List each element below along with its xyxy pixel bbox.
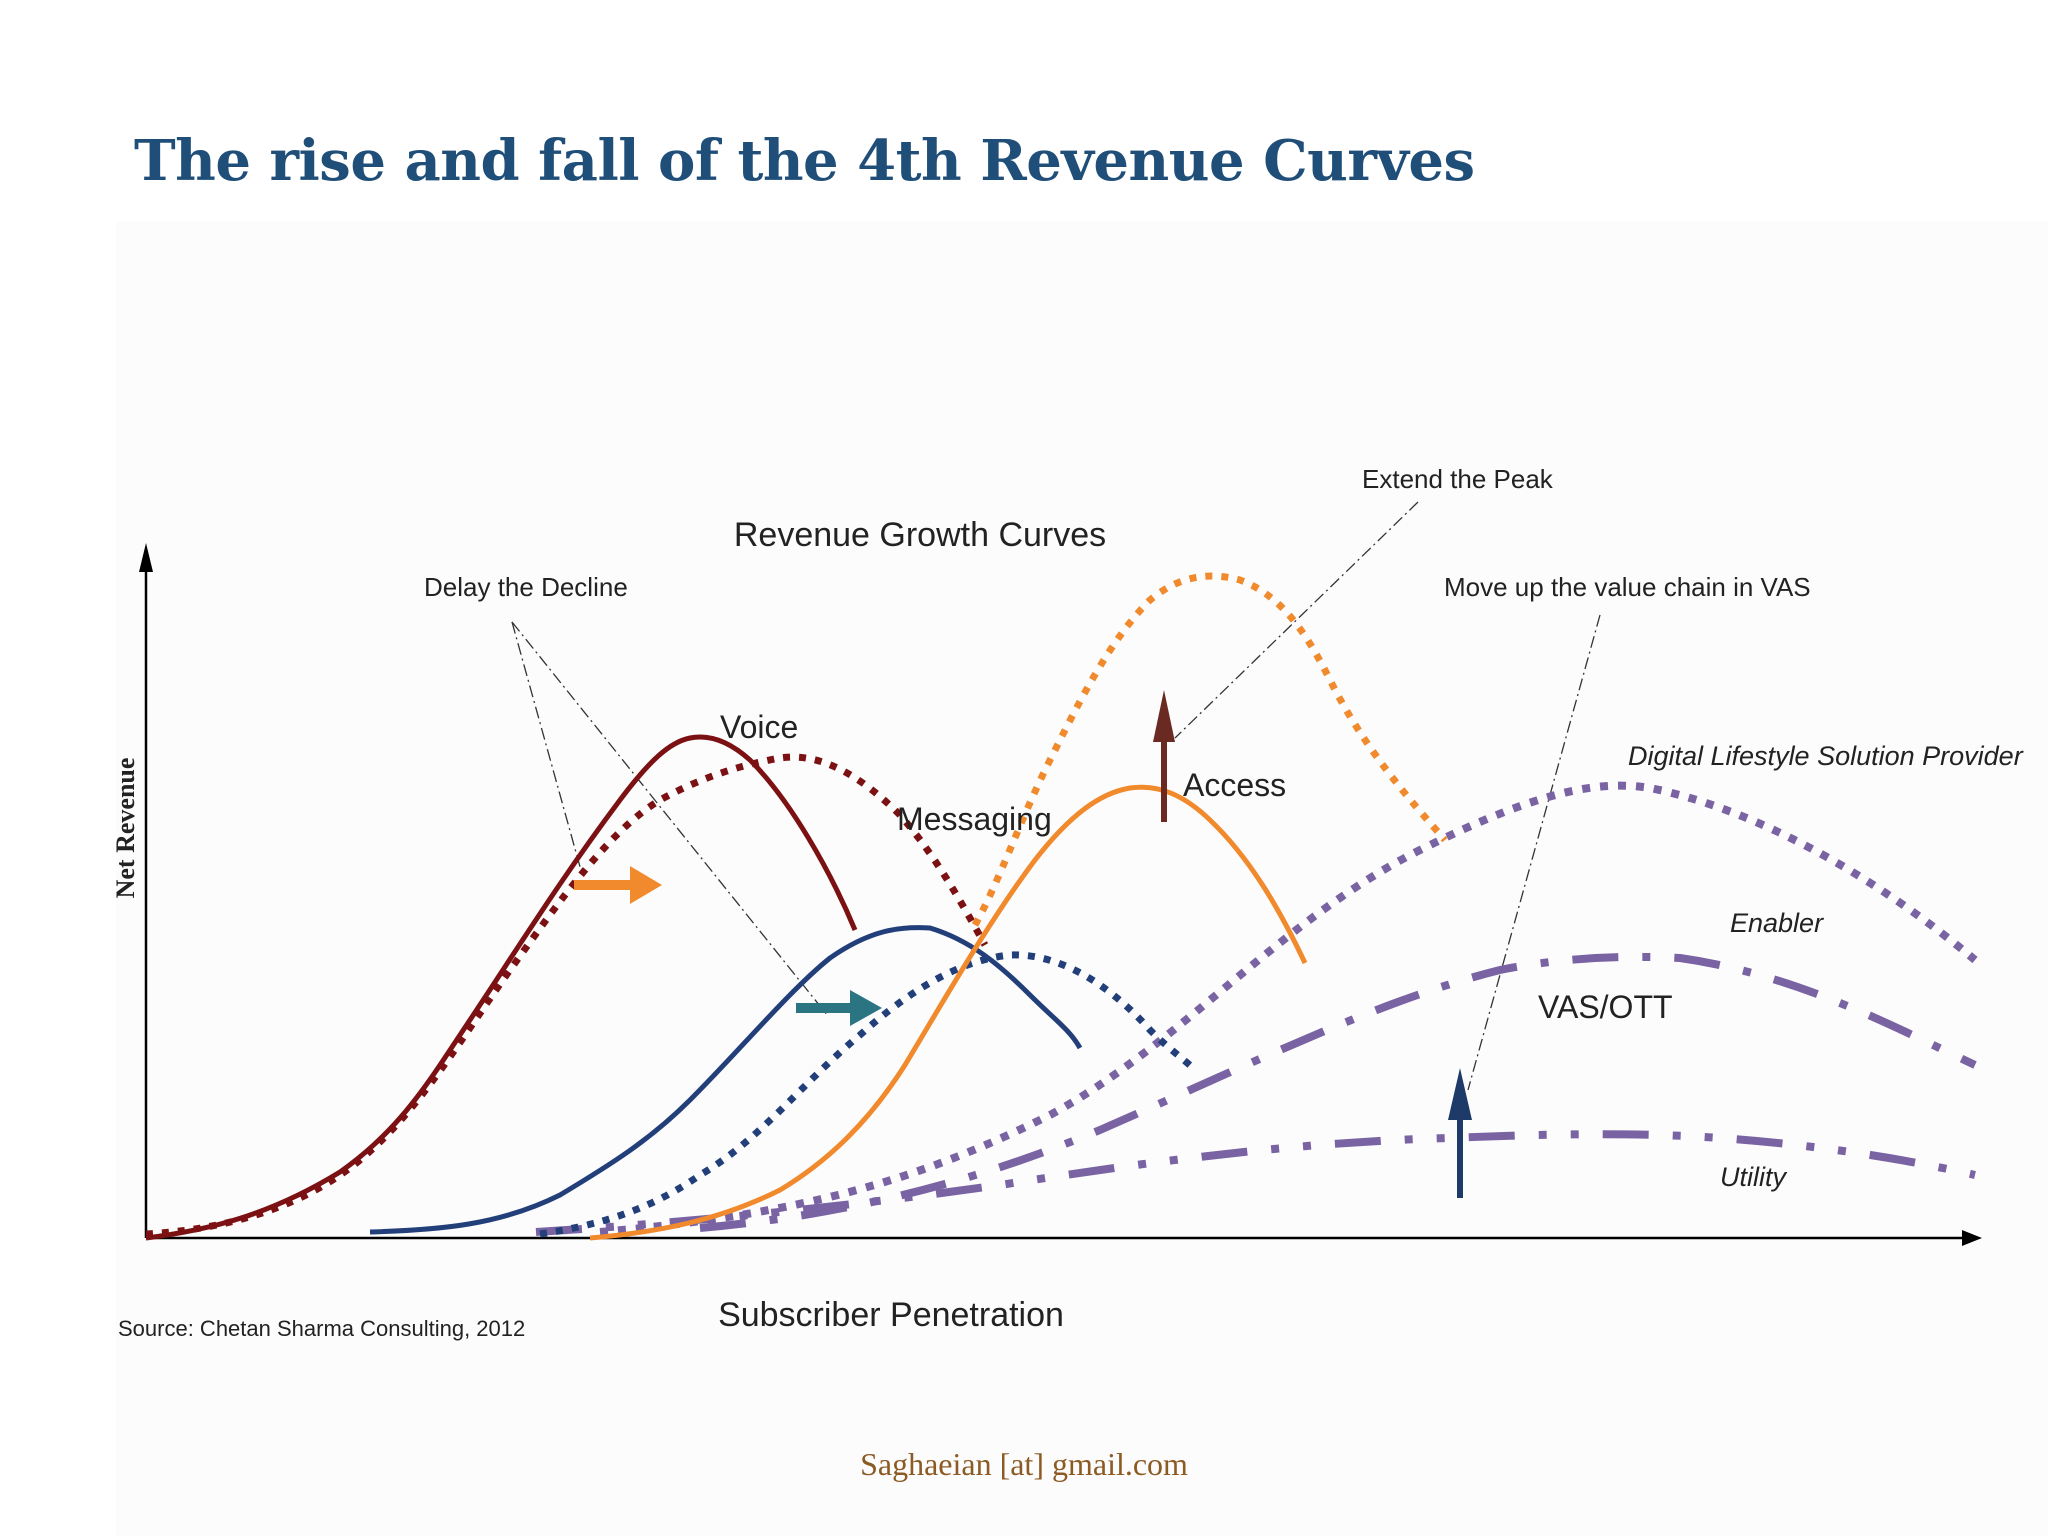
voice-dotted-curve <box>145 753 989 1238</box>
move-up-annotation: Move up the value chain in VAS <box>1444 572 1811 602</box>
messaging-dotted-curve <box>539 951 1198 1238</box>
footer-email: Saghaeian [at] gmail.com <box>860 1446 1188 1482</box>
delay-leader-line-2 <box>511 621 829 1017</box>
access-dotted-curve <box>971 572 1448 927</box>
y-axis-arrowhead <box>139 543 153 572</box>
x-axis-arrowhead <box>1962 1230 1982 1246</box>
access-solid-curve <box>589 784 1308 1241</box>
extend-annotation: Extend the Peak <box>1362 464 1554 494</box>
figure-panel: Revenue Growth Curves Net Revenue Subscr… <box>116 222 2048 1536</box>
dlsp-curve <box>599 781 1978 1236</box>
access-label: Access <box>1183 767 1286 803</box>
x-axis-label: Subscriber Penetration <box>718 1296 1064 1334</box>
delay-annotation: Delay the Decline <box>424 572 628 602</box>
move-up-leader-line <box>1467 614 1601 1091</box>
source-note: Source: Chetan Sharma Consulting, 2012 <box>118 1316 525 1341</box>
slide-title: The rise and fall of the 4th Revenue Cur… <box>134 128 1475 194</box>
voice-label: Voice <box>720 709 798 745</box>
move-up-arrow <box>1448 1068 1472 1198</box>
delay-arrow-orange <box>574 866 662 904</box>
extend-leader-line <box>1174 501 1419 739</box>
chart-title: Revenue Growth Curves <box>734 516 1106 554</box>
revenue-curves-diagram: Revenue Growth Curves Net Revenue Subscr… <box>116 464 2024 1341</box>
dlsp-label: Digital Lifestyle Solution Provider <box>1628 741 2024 771</box>
vas-ott-label: VAS/OTT <box>1538 989 1673 1025</box>
utility-curve <box>535 1130 1976 1236</box>
utility-label: Utility <box>1720 1162 1787 1192</box>
enabler-label: Enabler <box>1730 908 1824 938</box>
y-axis-label: Net Revenue <box>116 758 140 899</box>
enabler-curve <box>699 952 1977 1232</box>
messaging-label: Messaging <box>897 801 1052 837</box>
extend-peak-arrow <box>1153 690 1175 822</box>
messaging-solid-curve <box>369 925 1083 1235</box>
delay-leader-line-1 <box>511 621 583 875</box>
delay-arrow-teal <box>796 990 882 1026</box>
